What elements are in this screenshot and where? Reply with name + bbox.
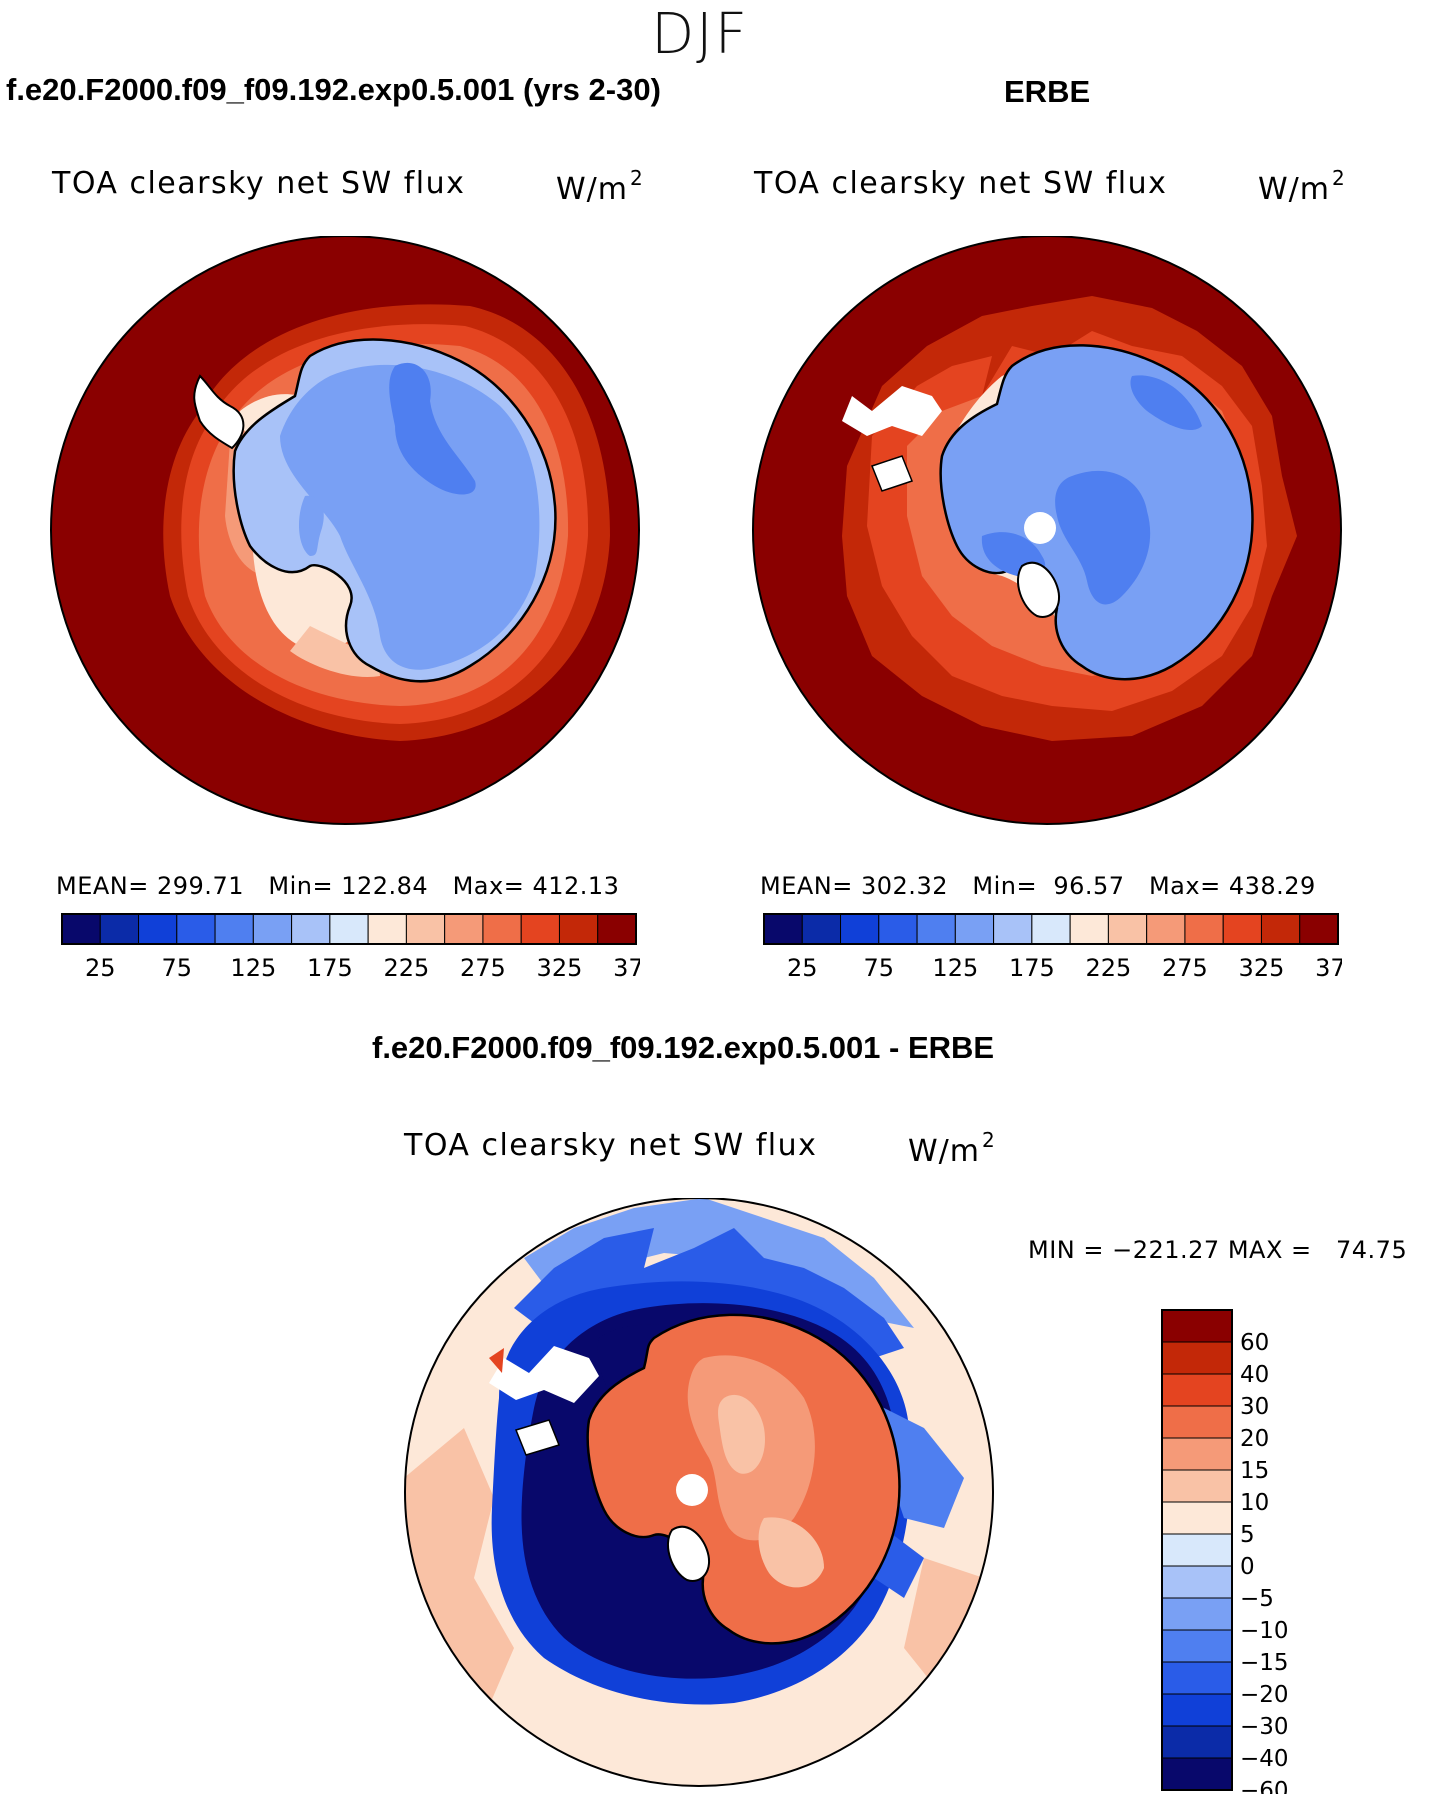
diff-colorbar-swatch xyxy=(1161,1661,1233,1695)
diff-colorbar-tick-label: −40 xyxy=(1240,1746,1289,1772)
diff-colorbar-swatch xyxy=(1161,1757,1233,1791)
model-colorbar-swatch xyxy=(405,913,446,945)
model-colorbar-swatch xyxy=(99,913,140,945)
obs-colorbar-tick-label: 25 xyxy=(787,954,818,982)
obs-colorbar-swatch xyxy=(954,913,995,945)
diff-colorbar-tick-label: −20 xyxy=(1240,1682,1289,1708)
obs-colorbar-tick-label: 325 xyxy=(1239,954,1285,982)
diff-colorbar-tick-label: 0 xyxy=(1240,1554,1255,1580)
obs-colorbar-swatch xyxy=(1260,913,1301,945)
diff-colorbar-swatch xyxy=(1161,1405,1233,1439)
model-colorbar-tick-label: 375 xyxy=(613,954,640,982)
diff-colorbar-swatch xyxy=(1161,1725,1233,1759)
diff-colorbar-swatch xyxy=(1161,1469,1233,1503)
diff-colorbar-tick-label: 60 xyxy=(1240,1330,1269,1356)
obs-colorbar-swatch xyxy=(840,913,880,945)
obs-polar-map xyxy=(752,236,1342,825)
obs-colorbar-swatch xyxy=(993,913,1033,945)
diff-colorbar-swatch xyxy=(1161,1693,1233,1727)
obs-colorbar-swatch xyxy=(801,913,842,945)
diff-variable-title: TOA clearsky net SW flux xyxy=(404,1128,818,1163)
diff-colorbar-tick-label: −15 xyxy=(1240,1650,1289,1676)
diff-colorbar-tick-label: 40 xyxy=(1240,1362,1269,1388)
obs-colorbar-tick-label: 125 xyxy=(932,954,978,982)
obs-polar-hole xyxy=(1024,512,1056,544)
model-colorbar-swatch xyxy=(597,913,637,945)
obs-colorbar-swatch xyxy=(1031,913,1071,945)
model-colorbar-swatch xyxy=(138,913,178,945)
model-colorbar-tick-label: 25 xyxy=(85,954,116,982)
diff-colorbar-swatch xyxy=(1161,1437,1233,1471)
diff-colorbar-tick-label: −5 xyxy=(1240,1586,1274,1612)
diff-colorbar-swatch xyxy=(1161,1597,1233,1631)
diff-colorbar-swatch xyxy=(1161,1533,1233,1567)
model-colorbar-swatch xyxy=(444,913,484,945)
obs-colorbar-swatch xyxy=(1069,913,1109,945)
diff-colorbar-tick-label: 30 xyxy=(1240,1394,1269,1420)
obs-colorbar-swatch xyxy=(1184,913,1224,945)
model-colorbar-swatch xyxy=(252,913,293,945)
diff-colorbar: 60 40 30 20 15 10 5 0 −5 −10 −15 −20 −30 −40 −60 xyxy=(1161,1309,1289,1794)
diff-colorbar-tick-label: −10 xyxy=(1240,1618,1289,1644)
model-units: W/m 2 xyxy=(556,166,644,207)
obs-colorbar-swatch xyxy=(1146,913,1186,945)
diff-polar-map xyxy=(404,1198,994,1787)
obs-units: W/m 2 xyxy=(1258,166,1346,207)
diff-colorbar-tick-label: −30 xyxy=(1240,1714,1289,1740)
model-colorbar-swatch xyxy=(520,913,560,945)
model-colorbar-swatch xyxy=(482,913,522,945)
diff-colorbar-swatch xyxy=(1161,1309,1233,1343)
obs-colorbar-swatch xyxy=(916,913,956,945)
diff-case-title: f.e20.F2000.f09_f09.192.exp0.5.001 - ERB… xyxy=(372,1030,995,1065)
obs-colorbar-tick-label: 175 xyxy=(1009,954,1055,982)
obs-colorbar: 25 75 125 175 225 275 325 375 xyxy=(763,913,1342,982)
season-title: DJF xyxy=(651,2,749,67)
model-colorbar-swatch xyxy=(558,913,599,945)
diff-colorbar-swatch xyxy=(1161,1341,1233,1375)
obs-colorbar-swatch xyxy=(763,913,803,945)
model-stats: MEAN= 299.71 Min= 122.84 Max= 412.13 xyxy=(56,872,620,900)
obs-colorbar-swatch xyxy=(1299,913,1339,945)
diff-colorbar-swatch xyxy=(1161,1629,1233,1663)
model-colorbar-swatch xyxy=(291,913,331,945)
diff-colorbar-tick-label: 5 xyxy=(1240,1522,1255,1548)
model-case-title: f.e20.F2000.f09_f09.192.exp0.5.001 (yrs … xyxy=(6,72,661,107)
diff-units: W/m 2 xyxy=(908,1128,996,1169)
diff-colorbar-swatch xyxy=(1161,1565,1233,1599)
obs-variable-title: TOA clearsky net SW flux xyxy=(754,166,1168,201)
diff-colorbar-tick-label: 10 xyxy=(1240,1490,1269,1516)
model-variable-title: TOA clearsky net SW flux xyxy=(52,166,466,201)
obs-colorbar-tick-label: 75 xyxy=(864,954,895,982)
obs-colorbar-swatch xyxy=(1222,913,1262,945)
model-colorbar-tick-label: 325 xyxy=(537,954,583,982)
model-colorbar: 25 75 125 175 225 275 325 375 xyxy=(61,913,640,982)
model-colorbar-swatch xyxy=(367,913,407,945)
obs-colorbar-tick-label: 225 xyxy=(1085,954,1131,982)
diff-minmax: MIN = −221.27 MAX = 74.75 xyxy=(1028,1236,1408,1264)
obs-colorbar-swatch xyxy=(878,913,918,945)
diff-polar-hole xyxy=(676,1474,708,1506)
model-colorbar-tick-label: 125 xyxy=(230,954,276,982)
model-colorbar-swatch xyxy=(61,913,101,945)
model-colorbar-swatch xyxy=(214,913,254,945)
obs-colorbar-swatch xyxy=(1107,913,1148,945)
model-colorbar-tick-label: 275 xyxy=(460,954,506,982)
diff-colorbar-swatch xyxy=(1161,1373,1233,1407)
diff-colorbar-swatch xyxy=(1161,1501,1233,1535)
obs-stats: MEAN= 302.32 Min= 96.57 Max= 438.29 xyxy=(760,872,1316,900)
obs-case-title: ERBE xyxy=(1004,74,1091,109)
model-colorbar-tick-label: 75 xyxy=(162,954,193,982)
diff-colorbar-tick-label: 20 xyxy=(1240,1426,1269,1452)
obs-colorbar-tick-label: 275 xyxy=(1162,954,1208,982)
obs-colorbar-tick-label: 375 xyxy=(1315,954,1342,982)
model-polar-map xyxy=(50,236,640,825)
diff-colorbar-tick-label: −60 xyxy=(1240,1778,1289,1794)
diff-colorbar-tick-label: 15 xyxy=(1240,1458,1269,1484)
model-colorbar-tick-label: 175 xyxy=(307,954,353,982)
model-colorbar-swatch xyxy=(329,913,369,945)
model-colorbar-tick-label: 225 xyxy=(383,954,429,982)
model-colorbar-swatch xyxy=(176,913,216,945)
